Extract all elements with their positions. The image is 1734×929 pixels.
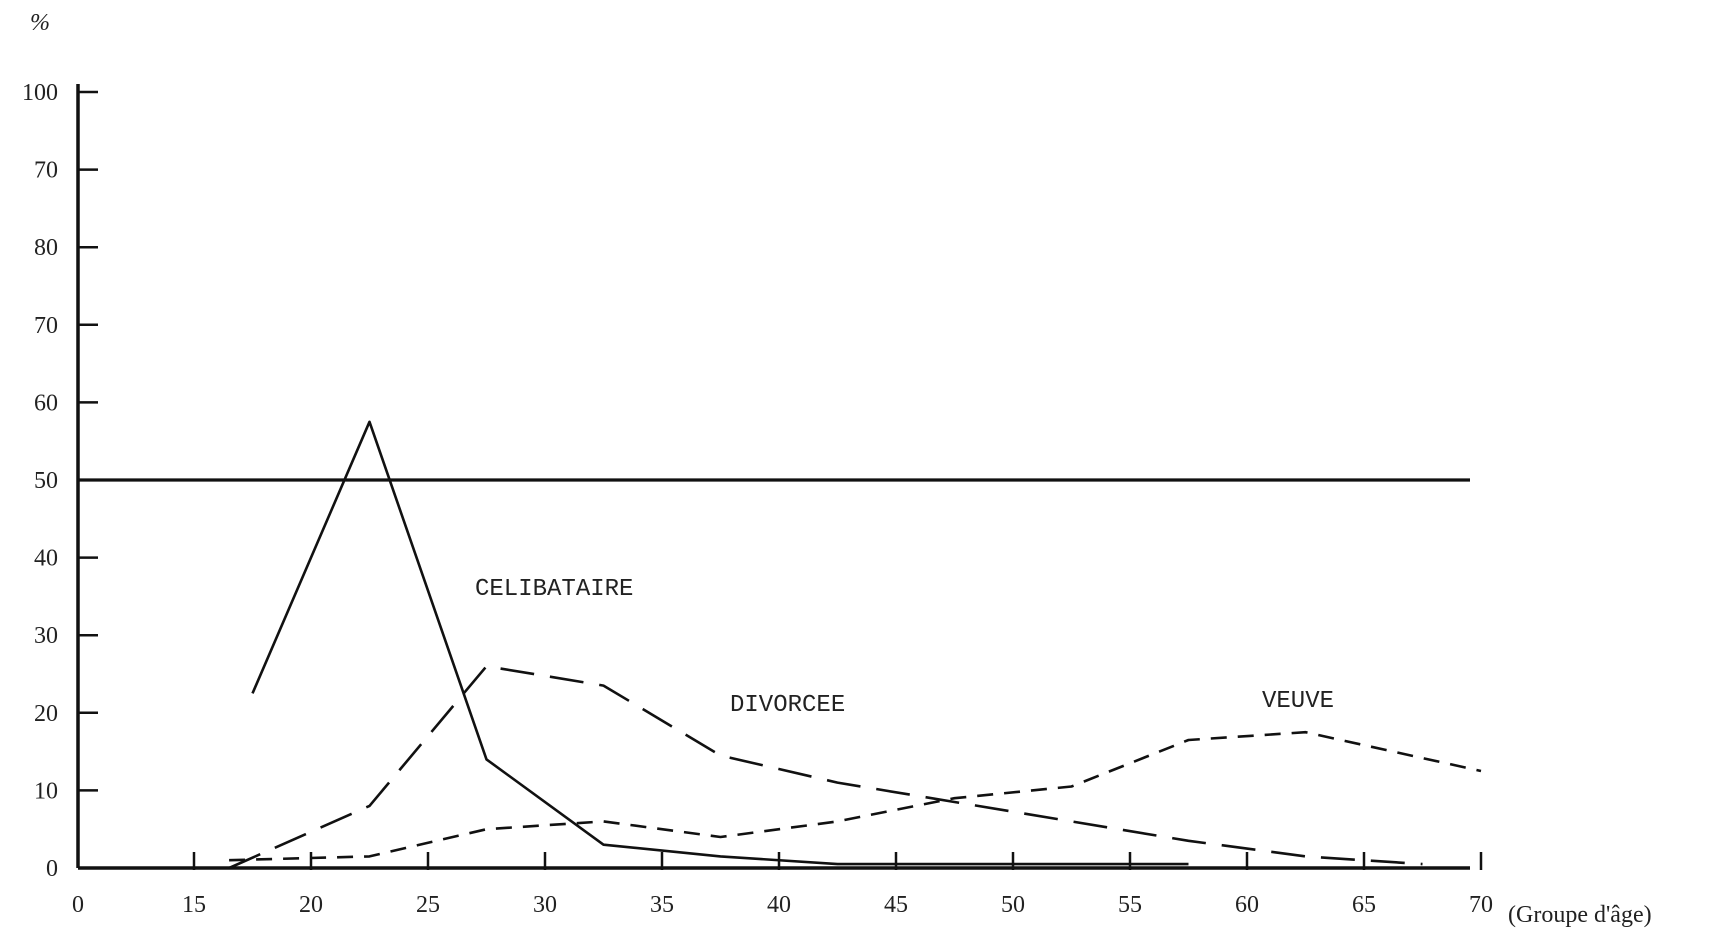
y-tick-label: 100 xyxy=(22,80,58,106)
x-tick-label: 50 xyxy=(1001,892,1025,918)
series-labels: CELIBATAIRE DIVORCEE VEUVE xyxy=(475,576,1334,719)
series-lines xyxy=(228,420,1482,870)
x-tick-label: 60 xyxy=(1235,892,1259,918)
series-label-veuve: VEUVE xyxy=(1262,688,1334,715)
y-tick-label: 20 xyxy=(34,701,58,727)
x-tick-label: 20 xyxy=(299,892,323,918)
series-line-celibataire xyxy=(251,420,1189,866)
y-tick-label: 70 xyxy=(34,313,58,339)
series-line-veuve xyxy=(229,730,1482,862)
x-tick-label: 15 xyxy=(182,892,206,918)
series-label-divorcee: DIVORCEE xyxy=(730,692,845,719)
x-tick-label: 35 xyxy=(650,892,674,918)
x-tick-label: 65 xyxy=(1352,892,1376,918)
x-tick-label: 55 xyxy=(1118,892,1142,918)
y-tick-label: 70 xyxy=(34,158,58,184)
y-tick-label: 40 xyxy=(34,546,58,572)
x-tick-label: 30 xyxy=(533,892,557,918)
y-tick-label: 60 xyxy=(34,390,58,416)
y-tick-label: 10 xyxy=(34,778,58,804)
x-tick-label: 70 xyxy=(1469,892,1493,918)
y-tick-label: 30 xyxy=(34,623,58,649)
series-line-divorcee xyxy=(228,664,1423,870)
x-tick-label: 0 xyxy=(72,892,84,918)
y-tick-label: 0 xyxy=(46,856,58,882)
y-axis-title: % xyxy=(30,10,50,36)
series-label-celibataire: CELIBATAIRE xyxy=(475,576,633,603)
x-axis-title: (Groupe d'âge) xyxy=(1508,902,1652,928)
x-tick-label: 40 xyxy=(767,892,791,918)
x-tick-label: 45 xyxy=(884,892,908,918)
y-tick-label: 80 xyxy=(34,235,58,261)
y-tick-label: 50 xyxy=(34,468,58,494)
axes: 0 15 20 25 30 35 40 45 50 55 60 65 70 0 10 20 30 40 50 60 70… xyxy=(22,80,1493,918)
x-tick-label: 25 xyxy=(416,892,440,918)
